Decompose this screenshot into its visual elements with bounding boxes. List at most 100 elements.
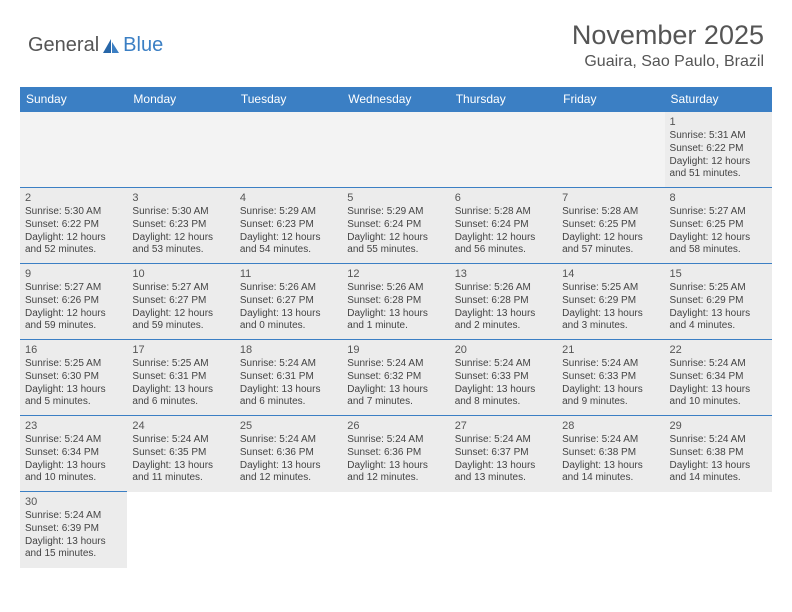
day-number: 6 — [455, 191, 552, 205]
sunset-line: Sunset: 6:29 PM — [670, 295, 767, 308]
daylight-line: Daylight: 13 hours and 12 minutes. — [240, 460, 337, 486]
sunset-line: Sunset: 6:36 PM — [240, 447, 337, 460]
calendar-cell: 8Sunrise: 5:27 AMSunset: 6:25 PMDaylight… — [665, 188, 772, 264]
sunrise-line: Sunrise: 5:30 AM — [132, 206, 229, 219]
sunset-line: Sunset: 6:34 PM — [670, 371, 767, 384]
daylight-line: Daylight: 13 hours and 8 minutes. — [455, 384, 552, 410]
day-header: Saturday — [665, 87, 772, 112]
sunrise-line: Sunrise: 5:26 AM — [240, 282, 337, 295]
sunrise-line: Sunrise: 5:30 AM — [25, 206, 122, 219]
sunrise-line: Sunrise: 5:24 AM — [240, 358, 337, 371]
sunrise-line: Sunrise: 5:24 AM — [562, 434, 659, 447]
daylight-line: Daylight: 13 hours and 7 minutes. — [347, 384, 444, 410]
daylight-line: Daylight: 12 hours and 54 minutes. — [240, 232, 337, 258]
logo-text-1: General — [28, 34, 99, 57]
day-number: 26 — [347, 419, 444, 433]
daylight-line: Daylight: 13 hours and 5 minutes. — [25, 384, 122, 410]
sunrise-line: Sunrise: 5:25 AM — [132, 358, 229, 371]
calendar-table: SundayMondayTuesdayWednesdayThursdayFrid… — [20, 87, 772, 568]
daylight-line: Daylight: 12 hours and 59 minutes. — [132, 308, 229, 334]
sunset-line: Sunset: 6:33 PM — [562, 371, 659, 384]
day-number: 23 — [25, 419, 122, 433]
sunrise-line: Sunrise: 5:24 AM — [562, 358, 659, 371]
sunset-line: Sunset: 6:22 PM — [670, 143, 767, 156]
sunrise-line: Sunrise: 5:26 AM — [347, 282, 444, 295]
calendar-cell: 2Sunrise: 5:30 AMSunset: 6:22 PMDaylight… — [20, 188, 127, 264]
calendar-cell-empty — [342, 492, 449, 568]
header: General Blue November 2025 Guaira, Sao P… — [0, 0, 792, 79]
sunset-line: Sunset: 6:31 PM — [240, 371, 337, 384]
calendar-cell: 1Sunrise: 5:31 AMSunset: 6:22 PMDaylight… — [665, 112, 772, 188]
sunrise-line: Sunrise: 5:24 AM — [670, 434, 767, 447]
sunrise-line: Sunrise: 5:29 AM — [347, 206, 444, 219]
day-number: 2 — [25, 191, 122, 205]
daylight-line: Daylight: 13 hours and 12 minutes. — [347, 460, 444, 486]
calendar-cell-empty — [342, 112, 449, 188]
sunset-line: Sunset: 6:27 PM — [132, 295, 229, 308]
daylight-line: Daylight: 12 hours and 58 minutes. — [670, 232, 767, 258]
page-title: November 2025 — [572, 20, 764, 51]
day-number: 13 — [455, 267, 552, 281]
calendar-cell: 19Sunrise: 5:24 AMSunset: 6:32 PMDayligh… — [342, 340, 449, 416]
sunset-line: Sunset: 6:25 PM — [670, 219, 767, 232]
title-block: November 2025 Guaira, Sao Paulo, Brazil — [572, 20, 764, 71]
day-number: 14 — [562, 267, 659, 281]
day-number: 18 — [240, 343, 337, 357]
calendar-cell: 12Sunrise: 5:26 AMSunset: 6:28 PMDayligh… — [342, 264, 449, 340]
day-number: 25 — [240, 419, 337, 433]
calendar-cell: 11Sunrise: 5:26 AMSunset: 6:27 PMDayligh… — [235, 264, 342, 340]
day-number: 16 — [25, 343, 122, 357]
daylight-line: Daylight: 12 hours and 51 minutes. — [670, 156, 767, 182]
sunset-line: Sunset: 6:34 PM — [25, 447, 122, 460]
sunrise-line: Sunrise: 5:24 AM — [25, 434, 122, 447]
sunset-line: Sunset: 6:23 PM — [240, 219, 337, 232]
sunset-line: Sunset: 6:28 PM — [347, 295, 444, 308]
day-number: 9 — [25, 267, 122, 281]
daylight-line: Daylight: 13 hours and 0 minutes. — [240, 308, 337, 334]
day-number: 29 — [670, 419, 767, 433]
daylight-line: Daylight: 12 hours and 52 minutes. — [25, 232, 122, 258]
daylight-line: Daylight: 13 hours and 4 minutes. — [670, 308, 767, 334]
daylight-line: Daylight: 12 hours and 59 minutes. — [25, 308, 122, 334]
sunrise-line: Sunrise: 5:31 AM — [670, 130, 767, 143]
sunrise-line: Sunrise: 5:25 AM — [562, 282, 659, 295]
day-header: Tuesday — [235, 87, 342, 112]
day-header: Friday — [557, 87, 664, 112]
day-number: 28 — [562, 419, 659, 433]
logo: General Blue — [28, 34, 163, 57]
calendar-cell: 4Sunrise: 5:29 AMSunset: 6:23 PMDaylight… — [235, 188, 342, 264]
day-number: 19 — [347, 343, 444, 357]
calendar-cell: 18Sunrise: 5:24 AMSunset: 6:31 PMDayligh… — [235, 340, 342, 416]
calendar-cell: 17Sunrise: 5:25 AMSunset: 6:31 PMDayligh… — [127, 340, 234, 416]
sunrise-line: Sunrise: 5:24 AM — [347, 358, 444, 371]
sunset-line: Sunset: 6:24 PM — [455, 219, 552, 232]
sunset-line: Sunset: 6:26 PM — [25, 295, 122, 308]
day-number: 3 — [132, 191, 229, 205]
sunrise-line: Sunrise: 5:28 AM — [455, 206, 552, 219]
daylight-line: Daylight: 13 hours and 1 minute. — [347, 308, 444, 334]
daylight-line: Daylight: 13 hours and 13 minutes. — [455, 460, 552, 486]
day-header: Sunday — [20, 87, 127, 112]
calendar-cell: 6Sunrise: 5:28 AMSunset: 6:24 PMDaylight… — [450, 188, 557, 264]
calendar-cell: 14Sunrise: 5:25 AMSunset: 6:29 PMDayligh… — [557, 264, 664, 340]
calendar-cell: 30Sunrise: 5:24 AMSunset: 6:39 PMDayligh… — [20, 492, 127, 568]
calendar-cell-empty — [450, 492, 557, 568]
day-number: 24 — [132, 419, 229, 433]
daylight-line: Daylight: 12 hours and 57 minutes. — [562, 232, 659, 258]
sunrise-line: Sunrise: 5:24 AM — [455, 434, 552, 447]
daylight-line: Daylight: 13 hours and 10 minutes. — [670, 384, 767, 410]
calendar-cell: 21Sunrise: 5:24 AMSunset: 6:33 PMDayligh… — [557, 340, 664, 416]
sunset-line: Sunset: 6:27 PM — [240, 295, 337, 308]
sunrise-line: Sunrise: 5:26 AM — [455, 282, 552, 295]
sunset-line: Sunset: 6:30 PM — [25, 371, 122, 384]
calendar-cell-empty — [557, 112, 664, 188]
calendar-cell-empty — [235, 492, 342, 568]
day-number: 10 — [132, 267, 229, 281]
sunrise-line: Sunrise: 5:29 AM — [240, 206, 337, 219]
sunset-line: Sunset: 6:29 PM — [562, 295, 659, 308]
day-header: Wednesday — [342, 87, 449, 112]
sunrise-line: Sunrise: 5:24 AM — [25, 510, 122, 523]
calendar-cell: 24Sunrise: 5:24 AMSunset: 6:35 PMDayligh… — [127, 416, 234, 492]
sunrise-line: Sunrise: 5:24 AM — [132, 434, 229, 447]
day-number: 8 — [670, 191, 767, 205]
